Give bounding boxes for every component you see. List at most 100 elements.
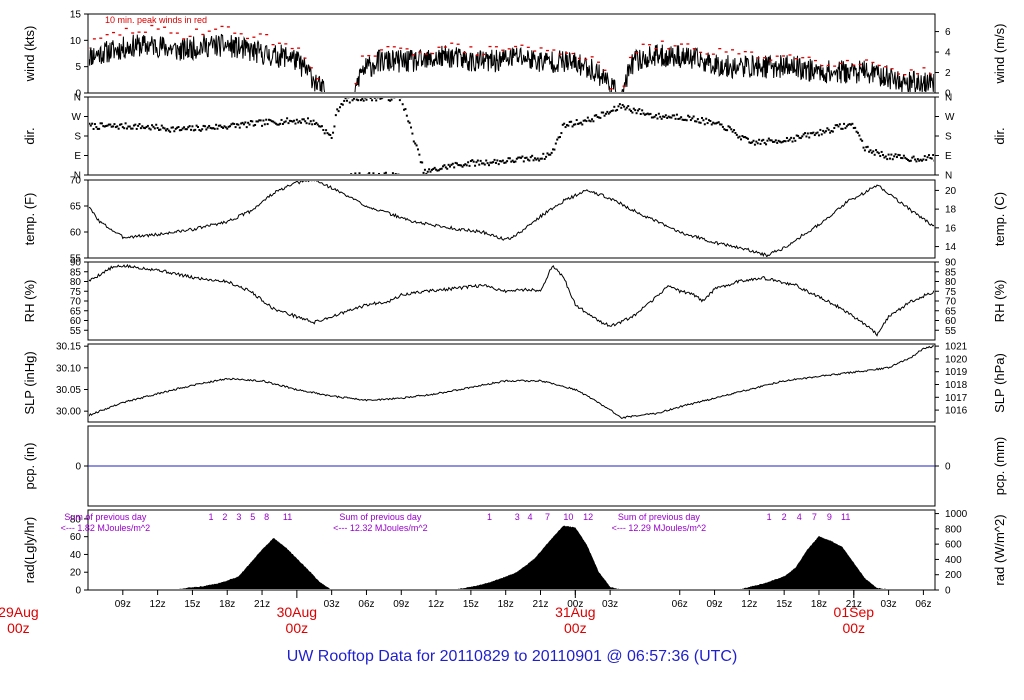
- dir-point: [797, 134, 800, 137]
- dir-point: [560, 132, 563, 135]
- peak-marker: [660, 40, 664, 42]
- dir-point: [535, 158, 538, 161]
- dir-point: [301, 118, 304, 121]
- dir-point: [902, 154, 905, 157]
- peak-marker: [565, 52, 569, 54]
- dir-point: [799, 137, 802, 140]
- dir-point: [921, 159, 924, 162]
- dir-point: [525, 156, 528, 159]
- peak-marker: [501, 49, 505, 51]
- peak-marker: [456, 43, 460, 45]
- dir-point: [918, 159, 921, 162]
- dir-point: [266, 123, 269, 126]
- dir-point: [173, 130, 176, 133]
- dir-point: [827, 128, 830, 131]
- dir-point: [922, 158, 925, 161]
- peak-marker: [922, 67, 926, 69]
- dir-point: [244, 121, 247, 124]
- dir-point: [623, 105, 626, 108]
- dir-point: [507, 157, 510, 160]
- peak-marker: [239, 33, 243, 35]
- dir-point: [826, 127, 829, 130]
- dir-point: [642, 112, 645, 115]
- dir-point: [510, 160, 513, 163]
- dir-point: [618, 103, 621, 106]
- peak-marker: [928, 73, 932, 75]
- dir-point: [671, 114, 674, 117]
- time-tick-label: 03z: [602, 599, 618, 610]
- pcp-left-axis-title: pcp. (in): [22, 443, 37, 490]
- peak-marker: [731, 49, 735, 51]
- dir-point: [776, 141, 779, 144]
- dir-point: [396, 173, 399, 174]
- peak-marker: [246, 37, 250, 40]
- rad-hour-marker: 10: [563, 512, 573, 522]
- dir-point: [422, 171, 425, 174]
- peak-marker: [220, 25, 224, 28]
- dir-point: [281, 122, 284, 125]
- rh-right-tick-label: 90: [945, 258, 957, 269]
- rad-hour-marker: 2: [782, 512, 787, 522]
- dir-point: [657, 112, 660, 115]
- dir-point: [884, 155, 887, 158]
- dir-point: [698, 121, 701, 124]
- dir-point: [746, 137, 749, 140]
- dir-point: [875, 149, 878, 152]
- dir-point: [602, 111, 605, 114]
- time-tick-label: 21z: [532, 599, 548, 610]
- dir-point: [213, 127, 216, 130]
- dir-point: [242, 123, 245, 126]
- peak-marker: [175, 32, 179, 34]
- dir-point: [925, 158, 928, 161]
- dir-point: [678, 117, 681, 120]
- rad-hour-marker: 8: [264, 512, 269, 522]
- dir-point: [811, 132, 814, 135]
- peak-marker: [635, 51, 639, 54]
- dir-point: [596, 115, 599, 118]
- peak-marker: [399, 47, 403, 49]
- dir-point: [286, 117, 289, 120]
- rh-right-axis-title: RH (%): [992, 280, 1007, 323]
- dir-point: [373, 98, 376, 99]
- dir-point: [121, 126, 124, 129]
- peak-marker: [686, 43, 690, 45]
- dir-point: [741, 135, 744, 138]
- dir-point: [639, 113, 642, 116]
- peak-marker: [277, 42, 281, 44]
- dir-point: [716, 121, 719, 124]
- dir-point: [604, 112, 607, 115]
- dir-point: [794, 139, 797, 142]
- dir-point: [382, 98, 385, 99]
- peak-marker: [807, 56, 811, 58]
- dir-point: [781, 140, 784, 143]
- dir-point: [526, 158, 529, 161]
- dir-point: [227, 125, 230, 128]
- dir-point: [914, 158, 917, 161]
- peak-marker: [884, 66, 888, 68]
- peak-marker: [909, 69, 913, 71]
- wind-left-tick-label: 15: [70, 10, 82, 21]
- dir-point: [901, 157, 904, 160]
- dir-point: [397, 173, 400, 174]
- dir-point: [404, 108, 407, 111]
- dir-point: [792, 137, 795, 140]
- peak-marker: [431, 52, 435, 55]
- dir-point: [900, 156, 903, 159]
- dir-point: [707, 119, 710, 122]
- dir-point: [439, 168, 442, 171]
- dir-point: [742, 136, 745, 139]
- rh-right-tick-label: 85: [945, 267, 957, 278]
- rad-hour-marker: 9: [827, 512, 832, 522]
- dir-point: [897, 153, 900, 156]
- time-tick-label: 18z: [811, 599, 827, 610]
- dir-point: [467, 161, 470, 164]
- rad-sum-value: <--- 12.29 MJoules/m^2: [612, 523, 707, 533]
- dir-point: [883, 156, 886, 159]
- peak-marker: [775, 55, 779, 57]
- dir-point: [783, 140, 786, 143]
- peak-marker: [526, 46, 530, 48]
- dir-point: [575, 119, 578, 122]
- dir-point: [215, 123, 218, 126]
- rad-frame: [87, 509, 936, 591]
